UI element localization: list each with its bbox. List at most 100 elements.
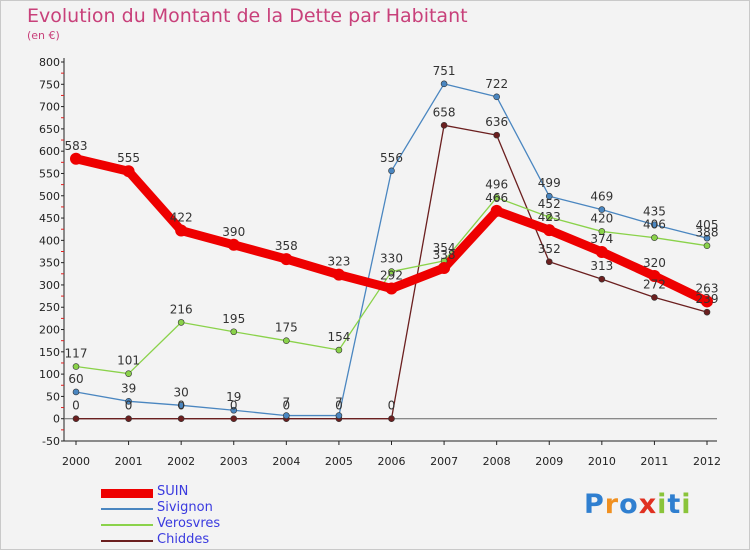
y-tick-label: 50 [46,390,60,403]
data-point [438,261,451,274]
data-label: 323 [327,255,350,269]
data-point [651,294,658,301]
logo-letter: x [638,489,658,520]
x-tick-label: 2003 [220,455,248,468]
data-point [72,363,80,370]
data-labels: 0 0 0 0 0 0 0 658 636 352 313 272 239 60 39 30 19 7 7 556 75… [65,64,719,413]
legend-label: Verosvres [157,516,221,531]
y-tick-label: -50 [42,435,60,448]
data-label: 292 [380,269,403,283]
data-label: 388 [696,226,719,240]
data-label: 583 [65,139,88,153]
x-tick-label: 2002 [167,455,195,468]
legend-item: Verosvres [101,516,321,533]
data-point [227,238,240,251]
x-tick-label: 2010 [588,455,616,468]
data-point [125,415,132,423]
data-label: 19 [226,390,241,404]
data-label: 751 [433,64,456,78]
data-label: 423 [538,210,561,224]
data-point [648,270,661,283]
data-point [701,295,713,308]
data-label: 7 [335,396,343,410]
x-tick-label: 2008 [483,455,511,468]
data-point [598,206,606,213]
data-label: 358 [275,239,298,253]
data-label: 0 [388,399,396,413]
x-tick-label: 2005 [325,455,353,468]
data-label: 195 [222,312,245,326]
y-tick-label: 0 [53,413,60,426]
data-point [230,406,238,414]
data-label: 30 [174,385,189,399]
data-label: 390 [222,225,245,239]
data-point [177,319,185,326]
legend-label: Chiddes [157,532,210,547]
y-tick-label: 550 [39,167,60,180]
data-point [175,224,188,237]
data-point [70,152,82,165]
y-tick-label: 500 [39,190,60,203]
data-point [703,242,711,250]
logo-letter: r [604,489,620,520]
data-point [177,402,185,409]
data-label: 420 [590,211,613,225]
data-label: 352 [538,242,561,256]
data-label: 216 [170,302,193,316]
proxiti-logo: Proxiti [584,489,692,520]
data-label: 60 [68,372,83,386]
logo-letter: t [667,489,682,520]
data-label: 658 [433,105,456,119]
data-label: 175 [275,321,298,335]
x-tick-label: 2001 [115,455,143,468]
data-point [335,346,343,354]
legend-item: Sivignon [101,500,321,517]
data-point [598,228,606,235]
data-point [490,204,503,217]
y-tick-label: 450 [39,212,60,225]
chart-title: Evolution du Montant de la Dette par Hab… [27,5,468,27]
x-tick-label: 2006 [378,455,406,468]
legend-swatch [101,488,153,498]
data-label: 263 [696,281,719,295]
data-label: 466 [485,191,508,205]
data-point [283,412,290,419]
data-point [440,80,448,88]
x-tick-label: 2000 [62,455,90,468]
data-label: 452 [538,197,561,211]
data-point [332,268,345,281]
data-label: 101 [117,354,140,368]
y-tick-label: 650 [39,123,60,136]
legend-swatch [101,524,153,526]
data-label: 7 [283,396,291,410]
y-tick-label: 750 [39,78,60,91]
data-point [125,370,132,377]
data-label: 0 [125,399,133,413]
data-point [72,388,80,396]
data-point [280,253,293,266]
data-label: 330 [380,252,403,266]
data-label: 0 [72,399,80,413]
data-label: 0 [335,399,343,413]
data-point [703,234,711,242]
series-points [70,80,713,423]
data-label: 117 [65,347,88,361]
data-point [125,398,132,405]
y-tick-label: 350 [39,257,60,270]
y-tick-label: 800 [39,56,60,69]
data-label: 354 [433,241,456,255]
legend-item: SUIN [101,484,321,501]
data-label: 636 [485,115,508,129]
legend: SUIN Sivignon Verosvres Chiddes [101,484,321,549]
data-label: 722 [485,77,508,91]
y-tick-label: 150 [39,346,60,359]
data-point [493,131,500,139]
data-point [388,268,395,275]
data-point [122,165,135,178]
data-label: 39 [121,381,136,395]
data-point [543,224,556,237]
legend-label: Sivignon [157,500,213,515]
legend-swatch [101,540,153,542]
